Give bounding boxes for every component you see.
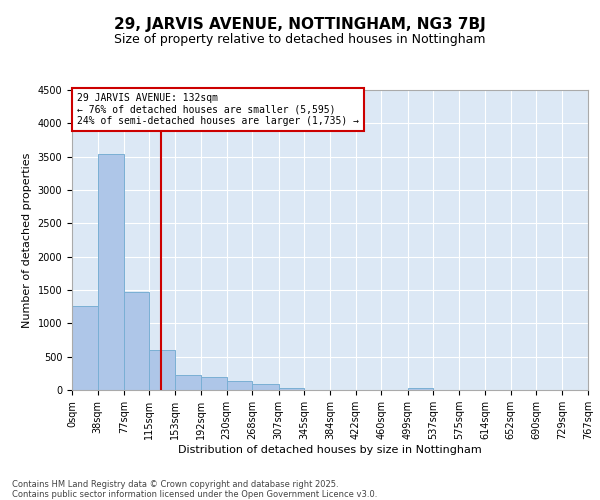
Text: Size of property relative to detached houses in Nottingham: Size of property relative to detached ho… <box>114 32 486 46</box>
Y-axis label: Number of detached properties: Number of detached properties <box>22 152 32 328</box>
Text: 29, JARVIS AVENUE, NOTTINGHAM, NG3 7BJ: 29, JARVIS AVENUE, NOTTINGHAM, NG3 7BJ <box>114 18 486 32</box>
Bar <box>175 374 201 390</box>
Bar <box>227 380 252 390</box>
Bar <box>408 388 433 390</box>
Bar <box>149 350 175 390</box>
Bar <box>252 384 278 390</box>
Bar <box>124 292 149 390</box>
Bar <box>201 376 227 390</box>
Bar <box>278 388 304 390</box>
X-axis label: Distribution of detached houses by size in Nottingham: Distribution of detached houses by size … <box>178 445 482 455</box>
Text: Contains HM Land Registry data © Crown copyright and database right 2025.
Contai: Contains HM Land Registry data © Crown c… <box>12 480 377 500</box>
Bar <box>72 306 98 390</box>
Bar <box>98 154 124 390</box>
Text: 29 JARVIS AVENUE: 132sqm
← 76% of detached houses are smaller (5,595)
24% of sem: 29 JARVIS AVENUE: 132sqm ← 76% of detach… <box>77 93 359 126</box>
